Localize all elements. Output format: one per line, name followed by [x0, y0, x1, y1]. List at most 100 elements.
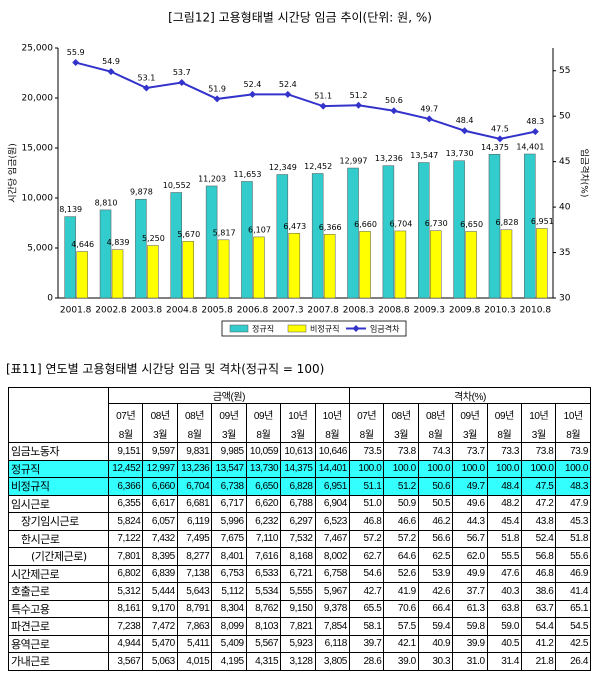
gap-cell: 73.8: [383, 442, 419, 461]
bar: [311, 173, 324, 299]
gap-cell: 59.4: [417, 617, 454, 636]
gap-cell: 45.3: [555, 512, 591, 531]
amount-cell: 13,730: [245, 459, 282, 478]
gap-cell: 59.0: [486, 617, 523, 636]
row-label: 가내근로: [8, 652, 109, 671]
amount-cell: 9,378: [314, 599, 350, 618]
bar-value-label: 13,730: [446, 149, 474, 158]
bar-value-label: 4,839: [107, 238, 130, 247]
amount-cell: 6,118: [314, 634, 350, 653]
amount-cell: 8,002: [314, 547, 350, 566]
legend-swatch: [229, 324, 249, 333]
data-row: 장기임시근로 5,824 6,057 6,119 5,996 6,232 6,297 6,52…: [8, 512, 591, 531]
bar: [99, 209, 112, 299]
amount-cell: 6,717: [211, 494, 247, 513]
year-header: 09년: [452, 403, 488, 425]
amount-cell: 5,923: [280, 634, 316, 653]
gap-cell: 40.9: [417, 634, 454, 653]
gap-cell: 57.5: [383, 617, 419, 636]
amount-cell: 7,854: [314, 617, 350, 636]
amount-cell: 6,828: [280, 477, 316, 496]
gap-cell: 50.5: [417, 494, 454, 513]
line: [75, 61, 536, 140]
row-label: 임시근로: [8, 494, 109, 513]
year-header: 08년: [142, 403, 178, 425]
month-header: 8월: [107, 424, 144, 443]
legend-label: 비정규직: [310, 324, 339, 334]
y2-tick-label: 40: [559, 203, 571, 213]
x-tick-label: 2009.8: [449, 306, 481, 316]
bar-value-label: 11,653: [233, 170, 261, 179]
bar: [453, 160, 465, 299]
bar-value-label: 13,236: [375, 154, 403, 163]
line-value-label: 51.2: [350, 91, 368, 100]
amount-cell: 8,103: [245, 617, 282, 636]
bar-value-label: 12,349: [269, 163, 297, 172]
amount-cell: 7,467: [314, 529, 350, 548]
gap-cell: 57.2: [383, 529, 419, 548]
data-row: 파견근로 7,238 7,472 7,863 8,099 8,103 7,821 7,854 5…: [8, 617, 591, 636]
month-header: 3월: [521, 424, 557, 443]
amount-cell: 4,315: [245, 652, 282, 671]
amount-cell: 9,151: [107, 442, 144, 461]
bar: [182, 241, 194, 299]
row-label: (기간제근로): [8, 547, 109, 566]
amount-cell: 3,567: [107, 652, 144, 671]
gap-cell: 40.5: [486, 634, 523, 653]
line-marker: [390, 107, 398, 115]
amount-cell: 8,161: [107, 599, 144, 618]
gap-cell: 52.4: [521, 529, 557, 548]
line-marker: [355, 101, 363, 109]
amount-cell: 6,839: [142, 564, 178, 583]
bar: [170, 192, 182, 299]
y-tick-label: 0: [47, 294, 53, 304]
table: 금액(원) 격차(%) 07년 08년 08년 09년 09년 10년 10년 07년 08년 08년…: [8, 387, 592, 671]
gap-cell: 28.6: [348, 652, 385, 671]
line-value-label: 48.3: [526, 117, 544, 126]
amount-cell: 4,944: [107, 634, 144, 653]
gap-cell: 51.2: [383, 477, 419, 496]
gap-cell: 51.8: [555, 529, 591, 548]
amount-cell: 6,355: [107, 494, 144, 513]
y2-axis-title: 임금격차(%): [579, 149, 591, 198]
amount-cell: 9,985: [211, 442, 247, 461]
y-tick-label: 15,000: [22, 144, 54, 154]
bar-value-label: 11,203: [198, 174, 226, 183]
gap-cell: 47.2: [521, 494, 557, 513]
amount-cell: 6,232: [245, 512, 282, 531]
amount-cell: 6,802: [107, 564, 144, 583]
bar: [465, 231, 477, 299]
amount-cell: 7,532: [280, 529, 316, 548]
bar: [488, 154, 501, 299]
amount-cell: 8,395: [142, 547, 178, 566]
bar: [76, 251, 88, 299]
amount-cell: 5,567: [245, 634, 282, 653]
gap-cell: 46.8: [521, 564, 557, 583]
bar-value-label: 6,660: [354, 220, 377, 229]
line-value-label: 51.1: [314, 92, 332, 101]
bar: [524, 153, 536, 299]
amount-cell: 3,128: [280, 652, 316, 671]
gap-cell: 42.1: [383, 634, 419, 653]
amount-cell: 8,791: [176, 599, 213, 618]
y2-tick-label: 30: [559, 294, 571, 304]
month-header: 3월: [142, 424, 178, 443]
gap-cell: 64.6: [383, 547, 419, 566]
bar-value-label: 8,810: [95, 198, 118, 207]
gap-cell: 31.0: [452, 652, 488, 671]
gap-cell: 55.5: [486, 547, 523, 566]
row-label: 비정규직: [8, 477, 109, 496]
bar-value-label: 6,828: [496, 218, 519, 227]
amount-cell: 8,277: [176, 547, 213, 566]
x-tick-label: 2007.8: [307, 306, 339, 316]
data-row: 한시근로 7,122 7,432 7,495 7,675 7,110 7,532 7,467 5…: [8, 529, 591, 548]
amount-cell: 5,444: [142, 582, 178, 601]
month-header: 3월: [383, 424, 419, 443]
bar: [64, 216, 76, 299]
bar: [359, 231, 371, 299]
amount-cell: 5,534: [245, 582, 282, 601]
x-tick-label: 2007.3: [272, 306, 304, 316]
amount-cell: 6,650: [245, 477, 282, 496]
gap-cell: 49.7: [452, 477, 488, 496]
gap-cell: 51.8: [486, 529, 523, 548]
